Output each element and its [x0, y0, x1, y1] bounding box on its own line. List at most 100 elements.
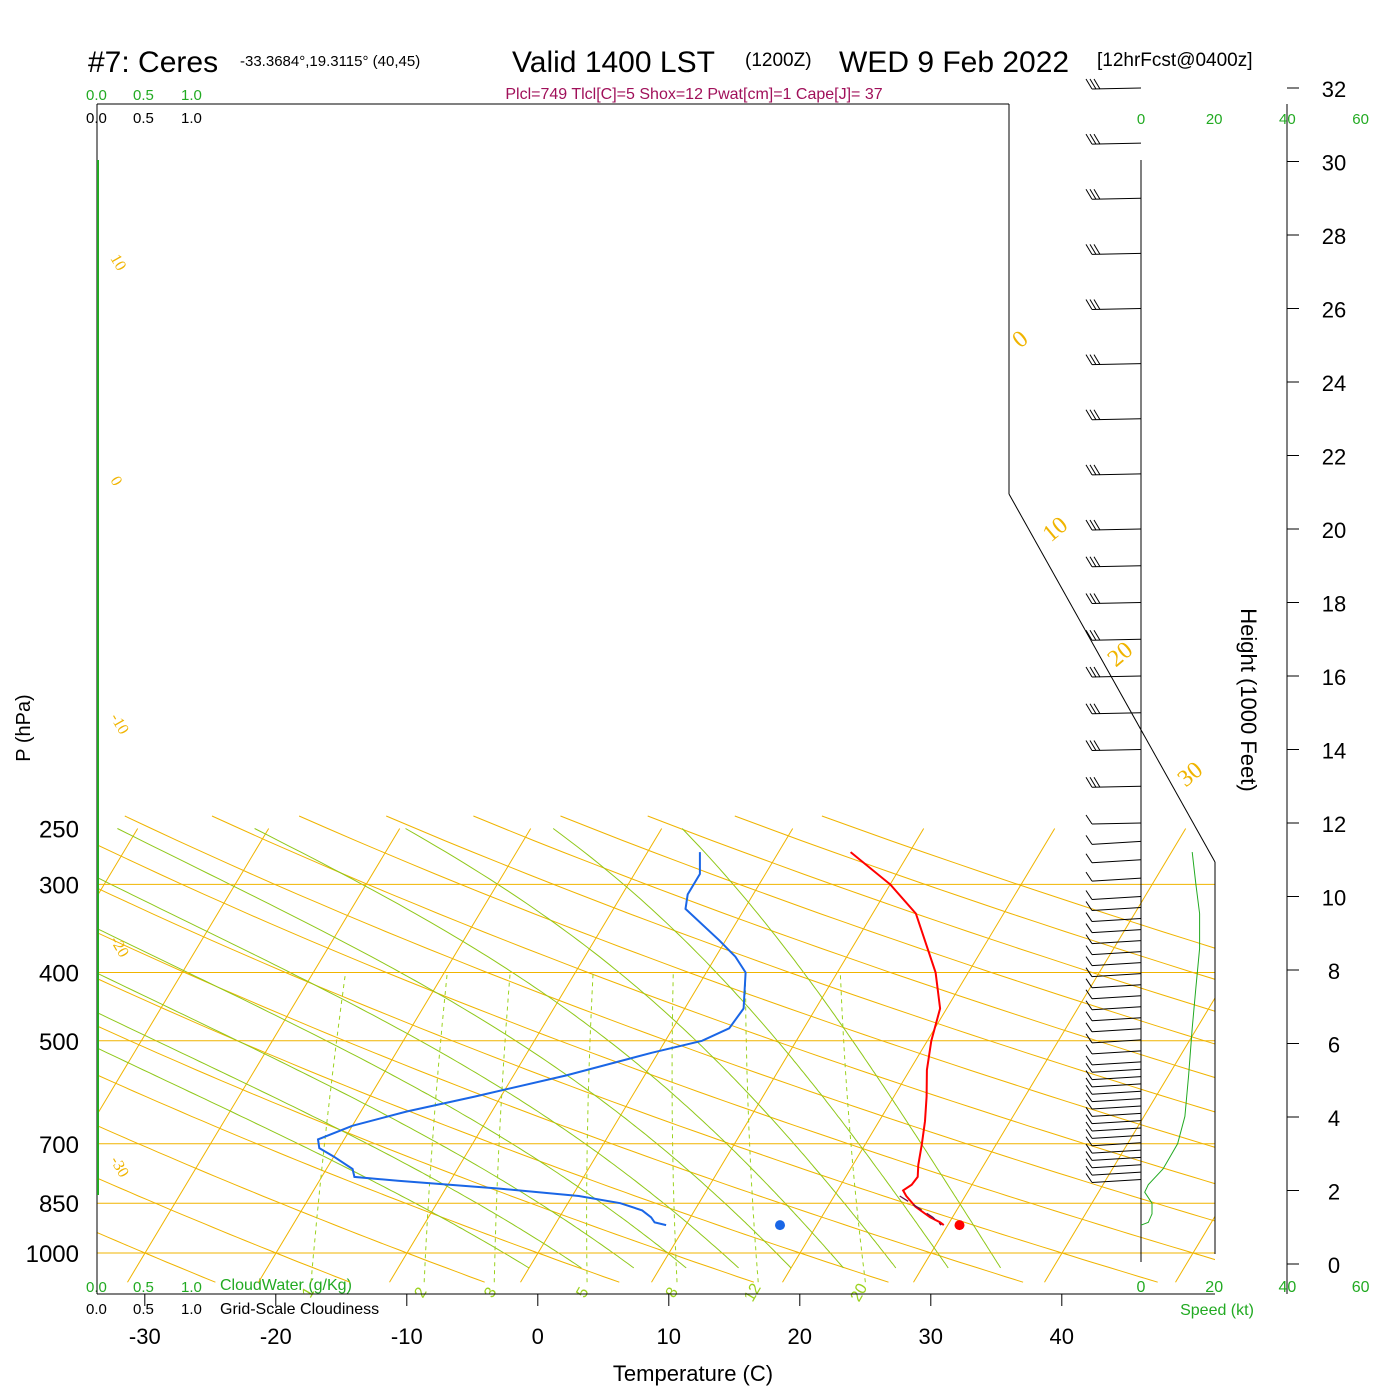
isotherm-label: 0 — [1008, 326, 1034, 354]
height-tick-label: 0 — [1328, 1253, 1340, 1278]
dry-adiabat-line — [560, 815, 1215, 1283]
y-axis-title: P (hPa) — [13, 694, 35, 761]
moist-adiabat-line — [97, 828, 530, 1269]
wind-barb-feather — [1089, 703, 1097, 715]
x-axis: -30 -20 -10 0 10 20 30 40 — [129, 1294, 1074, 1349]
cloud-tick: 1.0 — [181, 87, 202, 104]
wind-barb — [1091, 1120, 1142, 1125]
pressure-tick-label: 250 — [39, 817, 79, 844]
wind-barb — [1091, 1164, 1142, 1169]
isotherm-label: -20 — [107, 934, 132, 961]
height-tick-label: 32 — [1322, 77, 1346, 102]
height-tick-label: 16 — [1322, 665, 1346, 690]
moist-adiabat-line — [97, 828, 739, 1269]
wind-barb-feather — [1085, 78, 1093, 90]
forecast-label: [12hrFcst@0400z] — [1097, 50, 1253, 71]
wind-barb-feather — [1089, 299, 1097, 310]
mixing-ratio-label: 8 — [663, 1285, 682, 1301]
moist-adiabat-line — [117, 828, 792, 1269]
wind-barb — [1091, 1112, 1142, 1117]
wind-barb-feather — [1085, 519, 1093, 531]
isotherm-line — [389, 828, 663, 1283]
x-tick-label: 0 — [532, 1324, 544, 1349]
dry-adiabat-line — [386, 815, 1215, 1283]
speed-tick-label: 20 — [1206, 111, 1223, 128]
wind-barb-feather — [1089, 244, 1097, 255]
wind-barb-feather — [1085, 244, 1093, 255]
cloud-tick: 1.0 — [181, 1301, 202, 1318]
dry-adiabat-line — [97, 815, 485, 1283]
wind-barb-feather — [1093, 593, 1101, 604]
wind-barb — [1091, 840, 1142, 845]
speed-tick-label: 40 — [1279, 1279, 1297, 1296]
moist-adiabat-line — [681, 828, 1002, 1269]
wind-barb-feather — [1085, 1129, 1093, 1139]
dry-adiabat-line — [647, 815, 1215, 1283]
x-tick-label: -30 — [129, 1324, 161, 1349]
mixing-ratio-line — [586, 972, 594, 1283]
mixing-ratio-line — [671, 972, 678, 1283]
wind-barb — [1091, 973, 1142, 978]
wind-barb — [1091, 1127, 1142, 1132]
temperature-profile — [849, 851, 945, 1226]
wind-barb-feather — [1085, 1114, 1093, 1124]
isobars — [97, 883, 1215, 1254]
wind-barb-feather — [1089, 556, 1097, 568]
isotherm-line — [1307, 829, 1400, 1283]
wind-barb-feather — [1085, 1084, 1093, 1095]
wind-barb-feather — [1089, 409, 1097, 421]
surface-temperature-dot — [954, 1220, 965, 1231]
cloud-tick: 0.0 — [86, 1279, 107, 1296]
wind-barb-feather — [1085, 1136, 1093, 1147]
wind-barb-feather — [1093, 244, 1101, 255]
mixing-ratio-label: 12 — [741, 1281, 765, 1305]
wind-barb-feather — [1085, 629, 1093, 641]
moist-adiabat-line — [254, 828, 844, 1269]
wind-barb-feather — [1085, 556, 1093, 568]
wind-barb-feather — [1085, 1107, 1093, 1117]
wind-barb-feather — [1085, 978, 1093, 988]
wind-barb — [1091, 907, 1142, 912]
wind-barb — [1091, 1098, 1142, 1103]
height-tick-label: 28 — [1322, 224, 1346, 249]
wind-barb-feather — [1085, 1022, 1093, 1033]
isotherm-line — [913, 828, 1187, 1283]
wind-barb-feather — [1085, 1165, 1093, 1176]
dry-adiabat-line — [97, 815, 1158, 1283]
height-tick-label: 8 — [1328, 959, 1340, 984]
wind-barb — [1091, 1083, 1142, 1088]
mixing-ratio-label: 20 — [848, 1281, 872, 1305]
cloud-tick: 0.5 — [133, 1301, 154, 1318]
isotherm-label: -30 — [107, 1154, 132, 1181]
x-tick-label: -10 — [391, 1324, 423, 1349]
wind-barb-feather — [1093, 519, 1101, 531]
wind-barb-feather — [1085, 890, 1093, 900]
wind-barb-feather — [1085, 1062, 1093, 1073]
pressure-tick-label: 1000 — [26, 1241, 79, 1268]
wind-barb-feather — [1085, 354, 1093, 365]
wind-barb-feather — [1085, 1143, 1093, 1154]
dewpoint-profile — [316, 852, 747, 1227]
height-tick-label: 4 — [1328, 1106, 1340, 1131]
isotherm-line — [651, 828, 925, 1283]
wind-barb — [1091, 1178, 1142, 1183]
cloudiness-label: Grid-Scale Cloudiness — [220, 1301, 379, 1318]
background-lines — [97, 815, 1400, 1283]
wind-barb-feather — [1085, 1158, 1093, 1169]
wind-barb-feather — [1085, 1077, 1093, 1088]
speed-tick-label: 0 — [1137, 111, 1145, 128]
cloud-tick: 1.0 — [181, 110, 202, 127]
wind-barb-feather — [1085, 188, 1093, 200]
moist-adiabat-line — [552, 828, 949, 1269]
dry-adiabat-line — [97, 815, 351, 1283]
mixing-ratio-line — [839, 972, 866, 1283]
mixing-ratio-line — [310, 972, 347, 1283]
valid-utc: (1200Z) — [745, 50, 812, 71]
wind-barb-feather — [1093, 133, 1101, 145]
wind-barb-feather — [1085, 1092, 1093, 1102]
pressure-axis: 250 300 400 500 700 850 1000 — [26, 817, 79, 1269]
pressure-tick-label: 700 — [39, 1132, 79, 1159]
wind-barb-feather — [1085, 464, 1093, 476]
wind-barb — [1091, 1149, 1142, 1154]
